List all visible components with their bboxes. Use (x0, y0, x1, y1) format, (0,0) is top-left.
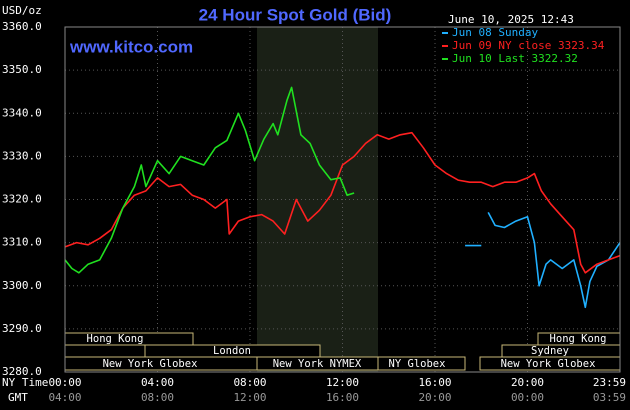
session-label: Hong Kong (550, 333, 607, 345)
price-line (465, 212, 621, 309)
x2-tick-label: 00:00 (511, 391, 544, 404)
plot-frame (64, 26, 621, 373)
x-tick-label: 08:00 (233, 376, 266, 389)
x2-axis-label: GMT (8, 391, 28, 404)
x-tick-label: 16:00 (418, 376, 451, 389)
x2-tick-label: 03:59 (593, 391, 626, 404)
x-axis-label: NY Time (2, 376, 48, 389)
y-tick-label: 3300.0 (2, 279, 42, 292)
session-label: Sydney (531, 345, 569, 357)
x-tick-label: 20:00 (511, 376, 544, 389)
sessions: Hong Kong London New York Globex New Yor… (64, 332, 621, 371)
x-tick-label: 04:00 (141, 376, 174, 389)
chart-title: 24 Hour Spot Gold (Bid) (199, 5, 392, 24)
legend-label: Jun 08 Sunday (452, 26, 538, 39)
x2-tick-label: 16:00 (326, 391, 359, 404)
y-tick-label: 3340.0 (2, 106, 42, 119)
x-tick-label: 00:00 (48, 376, 81, 389)
y-tick-label: 3290.0 (2, 322, 42, 335)
y-tick-label: 3330.0 (2, 149, 42, 162)
y-tick-label: 3350.0 (2, 63, 42, 76)
x-tick-label: 12:00 (326, 376, 359, 389)
session-label: New York NYMEX (273, 358, 362, 370)
legend-label: Jun 10 Last 3322.32 (452, 52, 578, 65)
legend-label: Jun 09 NY close 3323.34 (452, 39, 605, 52)
session-label: London (213, 345, 251, 357)
y-tick-label: 3310.0 (2, 236, 42, 249)
subtitle: www.kitco.com (69, 37, 193, 56)
session-label: NY Globex (389, 358, 446, 370)
x-tick-label: 23:59 (593, 376, 626, 389)
price-line (64, 86, 355, 274)
x2-tick-label: 20:00 (418, 391, 451, 404)
session-box (377, 356, 466, 371)
price-line (64, 131, 621, 274)
y-tick-label: 3320.0 (2, 193, 42, 206)
x2-tick-label: 08:00 (141, 391, 174, 404)
session-label: Hong Kong (87, 333, 144, 345)
x2-tick-label: 04:00 (48, 391, 81, 404)
session-label: New York Globex (103, 358, 198, 370)
session-label: New York Globex (501, 358, 596, 370)
session-box (64, 344, 146, 358)
timestamp: June 10, 2025 12:43 (448, 13, 574, 26)
y-tick-label: 3360.0 (2, 20, 42, 33)
y-axis-label: USD/oz (2, 4, 42, 17)
y-tick-label: 3280.0 (2, 365, 42, 378)
x2-tick-label: 12:00 (233, 391, 266, 404)
